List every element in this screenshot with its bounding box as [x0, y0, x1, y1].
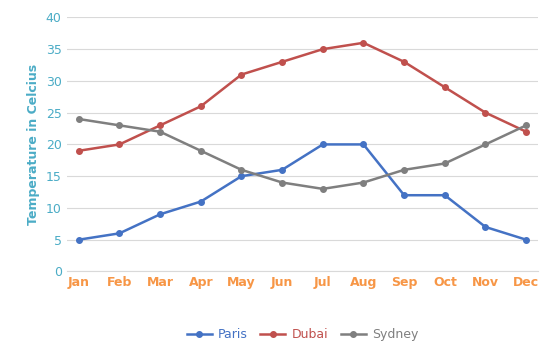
Paris: [401, 193, 407, 197]
Dubai: [523, 130, 529, 134]
Sydney: [75, 117, 82, 121]
Paris: [320, 142, 326, 147]
Sydney: [523, 123, 529, 127]
Paris: [157, 212, 164, 216]
Paris: [238, 174, 245, 178]
Dubai: [198, 104, 204, 109]
Dubai: [320, 47, 326, 51]
Paris: [360, 142, 367, 147]
Sydney: [157, 130, 164, 134]
Dubai: [360, 41, 367, 45]
Dubai: [157, 123, 164, 127]
Paris: [116, 231, 123, 236]
Paris: [75, 238, 82, 242]
Paris: [523, 238, 529, 242]
Sydney: [198, 149, 204, 153]
Sydney: [401, 168, 407, 172]
Sydney: [441, 161, 448, 166]
Paris: [441, 193, 448, 197]
Line: Dubai: Dubai: [76, 40, 529, 153]
Dubai: [279, 60, 285, 64]
Sydney: [116, 123, 123, 127]
Sydney: [238, 168, 245, 172]
Y-axis label: Temperature in Celcius: Temperature in Celcius: [27, 64, 41, 225]
Legend: Paris, Dubai, Sydney: Paris, Dubai, Sydney: [181, 323, 423, 346]
Dubai: [482, 111, 489, 115]
Paris: [482, 225, 489, 229]
Dubai: [441, 85, 448, 89]
Sydney: [482, 142, 489, 147]
Dubai: [401, 60, 407, 64]
Paris: [198, 199, 204, 204]
Dubai: [116, 142, 123, 147]
Dubai: [75, 149, 82, 153]
Line: Paris: Paris: [76, 142, 529, 243]
Sydney: [360, 180, 367, 184]
Sydney: [279, 180, 285, 184]
Line: Sydney: Sydney: [76, 116, 529, 192]
Paris: [279, 168, 285, 172]
Dubai: [238, 72, 245, 77]
Sydney: [320, 187, 326, 191]
